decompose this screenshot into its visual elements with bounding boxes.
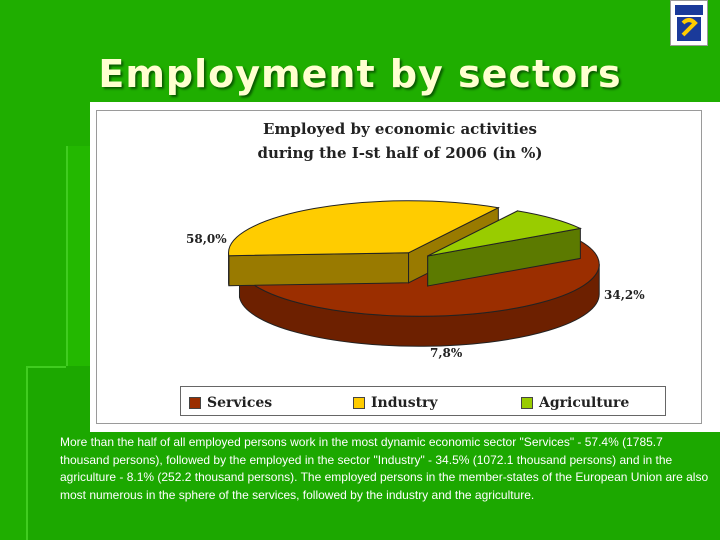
legend-swatch-services bbox=[189, 397, 201, 409]
chart-title-line2: during the I-st half of 2006 (in %) bbox=[257, 144, 543, 162]
data-label-industry: 34,2% bbox=[604, 288, 645, 302]
legend-swatch-agriculture bbox=[521, 397, 533, 409]
panel-edge bbox=[26, 366, 28, 540]
pie-slice-top bbox=[228, 200, 500, 257]
legend-label: Services bbox=[207, 395, 273, 411]
legend-item-agriculture: Agriculture bbox=[521, 395, 629, 411]
panel-edge bbox=[66, 146, 68, 366]
slide-title: Employment by sectors bbox=[98, 52, 622, 96]
data-label-agriculture: 7,8% bbox=[430, 346, 463, 360]
chart-title-line1: Employed by economic activities bbox=[263, 120, 537, 138]
legend-item-industry: Industry bbox=[353, 395, 438, 411]
slide-body-text: More than the half of all employed perso… bbox=[60, 435, 709, 502]
pie-slice-agriculture bbox=[427, 210, 583, 287]
panel-edge bbox=[26, 366, 66, 368]
legend-label: Agriculture bbox=[539, 395, 630, 411]
pie-slice-wall bbox=[228, 252, 410, 287]
chart-frame bbox=[96, 110, 702, 424]
logo bbox=[670, 0, 708, 46]
chart-legend: Services Industry Agriculture bbox=[180, 386, 666, 416]
pie-slice-top bbox=[427, 210, 583, 257]
data-label-services: 58,0% bbox=[186, 232, 227, 246]
legend-label: Industry bbox=[371, 395, 438, 411]
legend-item-services: Services bbox=[189, 395, 272, 411]
legend-swatch-industry bbox=[353, 397, 365, 409]
